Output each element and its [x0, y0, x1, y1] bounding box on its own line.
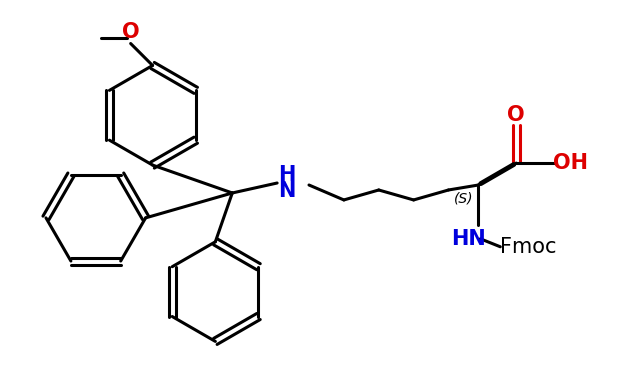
Text: Fmoc: Fmoc — [500, 237, 556, 257]
Text: O: O — [508, 105, 525, 125]
Text: N: N — [279, 181, 296, 201]
Text: OH: OH — [553, 153, 587, 173]
Text: H: H — [279, 165, 296, 185]
Text: (S): (S) — [454, 192, 473, 206]
Text: O: O — [122, 22, 139, 41]
Text: HN: HN — [451, 229, 486, 249]
